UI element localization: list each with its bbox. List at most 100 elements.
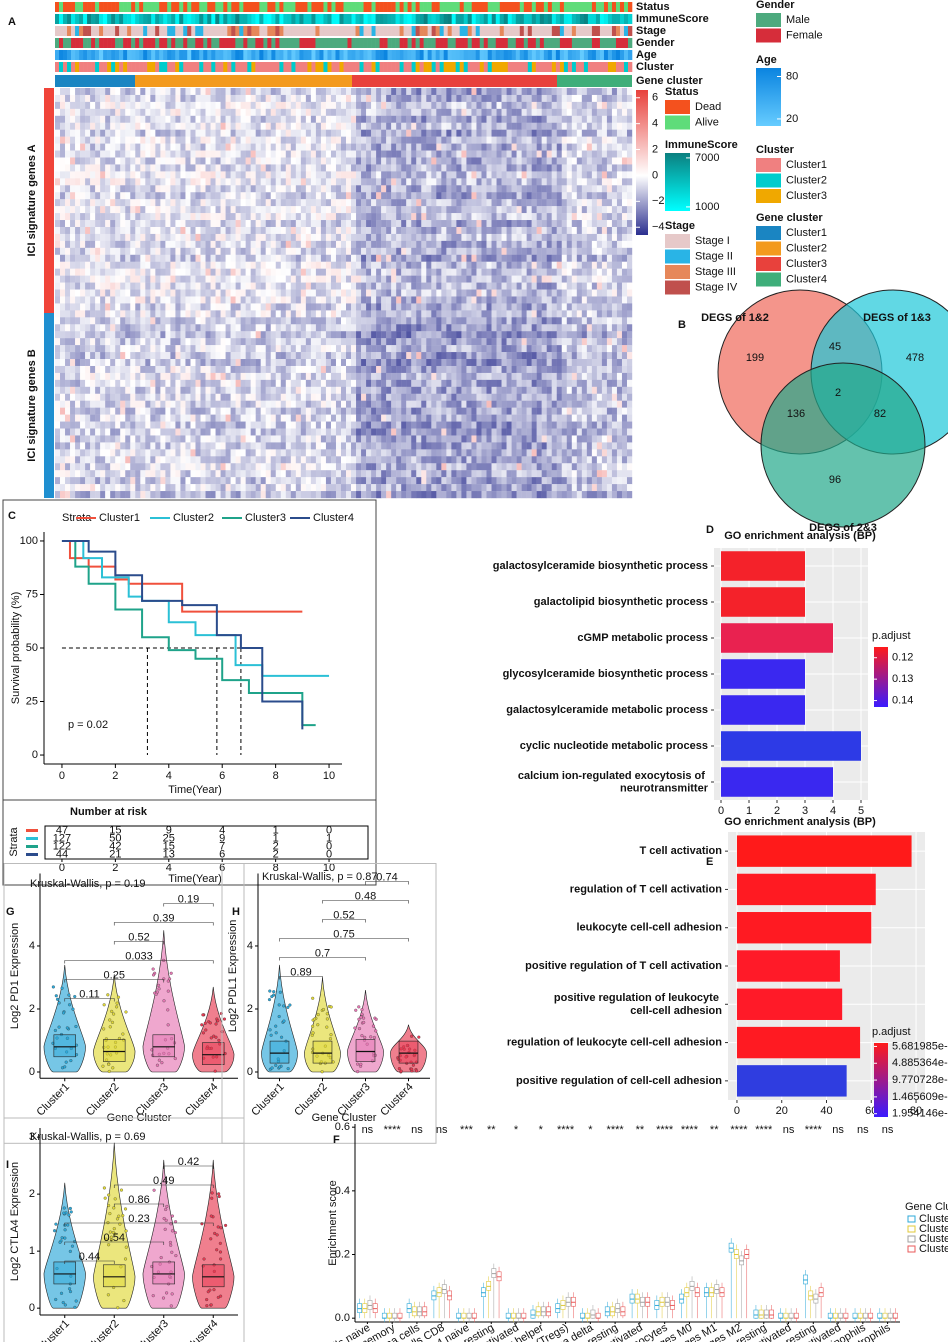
heatmap-cell: [416, 136, 422, 144]
annotation-cell: [507, 38, 513, 48]
heatmap-cell: [320, 310, 327, 318]
heatmap-cell: [586, 94, 593, 103]
heatmap-cell: [446, 289, 452, 297]
heatmap-cell: [140, 296, 146, 304]
heatmap-cell: [110, 247, 116, 255]
heatmap-cell: [526, 247, 532, 255]
heatmap-cell: [295, 213, 302, 221]
annotation-cell: [515, 62, 521, 72]
heatmap-cell: [546, 220, 552, 228]
heatmap-cell: [330, 261, 337, 269]
heatmap-cell: [215, 150, 221, 158]
heatmap-cell: [105, 261, 111, 269]
heatmap-cell: [451, 233, 457, 242]
heatmap-cell: [285, 268, 292, 276]
heatmap-cell: [521, 192, 527, 200]
heatmap-cell: [325, 199, 332, 207]
heatmap-cell: [70, 220, 76, 228]
heatmap-cell: [225, 129, 231, 137]
heatmap-cell: [75, 150, 81, 158]
heatmap-cell: [461, 296, 467, 304]
heatmap-cell: [190, 317, 196, 325]
heatmap-cell: [411, 115, 417, 123]
heatmap-cell: [205, 220, 211, 228]
heatmap-cell: [185, 164, 191, 172]
heatmap-cell: [556, 233, 562, 242]
heatmap-cell: [576, 150, 583, 158]
heatmap-cell: [335, 226, 342, 235]
heatmap-cell: [611, 233, 618, 242]
heatmap-cell: [170, 199, 176, 207]
heatmap-cell: [210, 178, 216, 186]
heatmap-cell: [340, 157, 347, 165]
annotation-cell: [483, 38, 489, 48]
annotation-cell: [519, 62, 525, 72]
annotation-cell: [179, 26, 184, 36]
heatmap-cell: [621, 101, 628, 110]
heatmap-cell: [506, 324, 512, 332]
heatmap-cell: [416, 206, 422, 214]
annotation-cell: [479, 2, 485, 12]
heatmap-cell: [591, 88, 598, 96]
annotation-cell: [471, 38, 477, 48]
heatmap-cell: [290, 157, 297, 165]
heatmap-cell: [371, 122, 377, 130]
annotation-cell: [59, 50, 64, 60]
heatmap-cell: [421, 115, 427, 123]
heatmap-cell: [225, 247, 231, 255]
heatmap-cell: [300, 303, 307, 311]
heatmap-cell: [260, 136, 266, 144]
heatmap-cell: [260, 192, 266, 200]
annotation-cell: [375, 50, 380, 60]
annotation-cell: [347, 50, 352, 60]
heatmap-cell: [145, 317, 151, 325]
heatmap-cell: [90, 88, 96, 96]
annotation-cell: [443, 14, 448, 24]
heatmap-cell: [325, 233, 332, 242]
heatmap-cell: [351, 178, 357, 186]
heatmap-cell: [601, 108, 608, 116]
heatmap-cell: [486, 247, 492, 255]
heatmap-cell: [285, 303, 292, 311]
heatmap-cell: [431, 136, 437, 144]
heatmap-cell: [310, 282, 317, 290]
heatmap-cell: [426, 317, 432, 325]
heatmap-cell: [591, 192, 598, 200]
heatmap-cell: [401, 303, 407, 311]
heatmap-cell: [155, 150, 161, 158]
heatmap-cell: [551, 136, 557, 144]
heatmap-cell: [250, 331, 256, 339]
heatmap-cell: [155, 282, 161, 290]
heatmap-cell: [145, 164, 151, 172]
heatmap-cell: [80, 289, 86, 297]
heatmap-cell: [60, 171, 66, 179]
heatmap-cell: [280, 136, 286, 144]
heatmap-cell: [556, 192, 562, 200]
heatmap-cell: [466, 289, 472, 297]
annotation-cell: [83, 26, 88, 36]
heatmap-cell: [606, 233, 613, 242]
heatmap-cell: [481, 143, 487, 151]
heatmap-cell: [330, 94, 337, 103]
heatmap-cell: [611, 122, 618, 130]
heatmap-cell: [210, 129, 216, 137]
heatmap-cell: [245, 122, 251, 130]
heatmap-cell: [325, 213, 332, 221]
annotation-cell: [427, 38, 432, 48]
heatmap-cell: [165, 261, 171, 269]
heatmap-cell: [556, 303, 562, 311]
heatmap-cell: [175, 254, 181, 262]
heatmap-cell: [396, 296, 402, 304]
annotation-cell: [271, 50, 276, 60]
heatmap-cell: [165, 331, 171, 339]
annotation-cell: [171, 38, 176, 48]
heatmap-cell: [541, 143, 547, 151]
heatmap-cell: [516, 275, 522, 283]
heatmap-cell: [300, 206, 307, 214]
annotation-cell: [567, 26, 573, 36]
annotation-cell: [503, 50, 509, 60]
heatmap-cell: [285, 289, 292, 297]
annotation-cell: [155, 38, 160, 48]
heatmap-cell: [335, 233, 342, 242]
heatmap-cell: [576, 254, 583, 262]
